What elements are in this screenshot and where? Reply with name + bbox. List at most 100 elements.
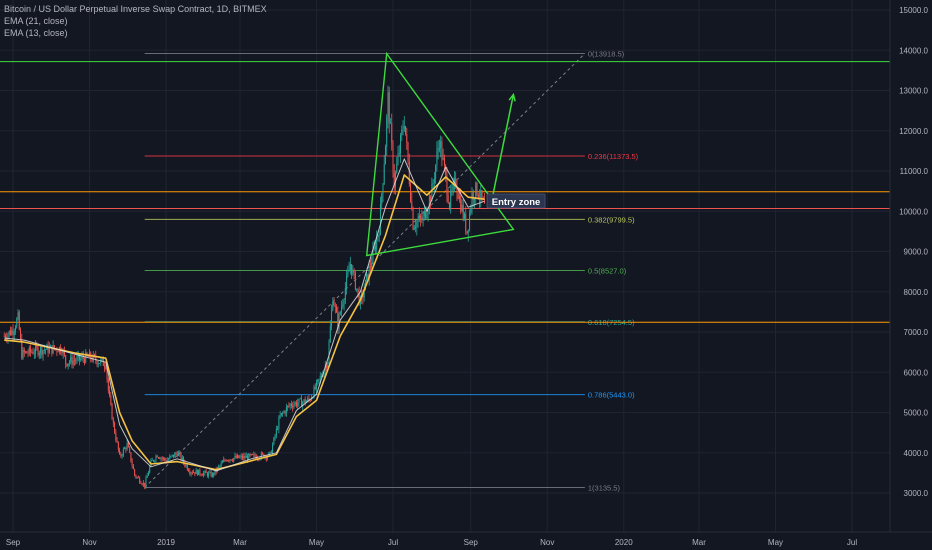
candle-body	[460, 196, 462, 212]
candle-body	[252, 454, 254, 455]
candle-body	[351, 264, 353, 275]
candle-body	[248, 453, 250, 460]
candle-body	[393, 172, 395, 188]
candle-body	[56, 348, 58, 352]
candle-body	[382, 183, 384, 195]
fib-level-label: 0(13918.5)	[588, 50, 625, 59]
candle-body	[225, 460, 227, 462]
candle-body	[36, 345, 38, 348]
candle-body	[67, 363, 69, 367]
candle-body	[185, 464, 187, 466]
fib-trend-line[interactable]	[144, 53, 586, 488]
candle-body	[277, 428, 279, 430]
candle-body	[427, 209, 429, 215]
candle-body	[25, 351, 27, 353]
candle-body	[308, 398, 310, 401]
candle-body	[48, 347, 50, 353]
candle-body	[32, 351, 34, 354]
candle-body	[223, 459, 225, 463]
candle-body	[477, 194, 479, 199]
time-axis[interactable]: Sep Nov 2019 Mar May Jul Sep Nov 2020 Mar May Jul	[0, 531, 932, 547]
indicator-ema13[interactable]: EMA (13, close)	[4, 28, 68, 38]
candle-body	[129, 447, 131, 453]
candle-body	[480, 190, 482, 199]
ema13-line	[4, 158, 485, 472]
candle-body	[297, 403, 299, 406]
candle-body	[96, 360, 98, 365]
candle-body	[141, 483, 143, 485]
candle-body	[347, 271, 349, 276]
fib-level-label: 1(3135.5)	[588, 484, 621, 493]
candle-body	[35, 345, 37, 354]
candle-body	[374, 246, 376, 250]
candle-body	[101, 358, 103, 360]
candle-body	[383, 164, 385, 184]
candle-body	[314, 386, 316, 389]
candle-body	[183, 457, 185, 463]
candle-body	[377, 235, 379, 238]
candle-body	[447, 195, 449, 203]
candle-body	[303, 399, 305, 403]
price-tick-label: 4000.0	[904, 449, 929, 458]
candle-body	[21, 339, 23, 359]
candle-body	[294, 402, 296, 405]
candle-body	[134, 469, 136, 476]
candle-body	[208, 472, 210, 477]
candle-body	[366, 273, 368, 280]
time-tick-label: May	[768, 538, 783, 547]
candle-body	[81, 356, 83, 359]
candle-body	[373, 246, 375, 250]
candle-body	[262, 453, 264, 454]
candle-body	[219, 465, 221, 467]
breakout-arrow-line[interactable]	[491, 94, 515, 200]
candle-body	[151, 460, 153, 461]
horizontal-lines[interactable]: 13716.510484.510068.57243.0	[0, 56, 932, 328]
drawing-tools[interactable]: Entry zone	[365, 51, 546, 257]
candle-body	[200, 474, 202, 476]
candle-body	[68, 361, 70, 364]
candle-body	[445, 165, 447, 175]
candle-body	[332, 301, 334, 311]
candle-body	[171, 454, 173, 456]
triangle-pattern[interactable]	[365, 51, 515, 257]
candle-body	[389, 123, 391, 124]
candle-body	[310, 397, 312, 401]
candle-body	[381, 194, 383, 204]
candle-body	[16, 318, 18, 328]
candle-body	[356, 288, 358, 290]
candle-body	[236, 455, 238, 458]
candle-body	[342, 304, 344, 307]
candle-body	[438, 147, 440, 149]
time-tick-label: May	[309, 538, 324, 547]
candle-body	[353, 269, 355, 273]
candle-body	[157, 457, 159, 459]
candle-body	[191, 472, 193, 474]
candle-body	[53, 345, 55, 349]
price-axis[interactable]: 3000.0 4000.0 5000.0 6000.0 7000.0 8000.0 9000…	[889, 0, 932, 550]
indicator-ema21[interactable]: EMA (21, close)	[4, 16, 68, 26]
candle-body	[38, 352, 40, 356]
candle-body	[82, 356, 84, 359]
candle-body	[278, 417, 280, 430]
candle-body	[201, 475, 203, 476]
candle-body	[466, 231, 468, 234]
entry-zone-box[interactable]	[486, 193, 546, 209]
candle-body	[299, 398, 301, 400]
time-tick-label: Jul	[847, 538, 857, 547]
candle-body	[27, 353, 29, 355]
candle-body	[475, 182, 477, 200]
candle-body	[371, 263, 373, 268]
candle-body	[455, 178, 457, 187]
candle-body	[70, 356, 72, 362]
candle-body	[400, 135, 402, 154]
candle-body	[346, 275, 348, 289]
candle-body	[417, 219, 419, 222]
candle-body	[77, 354, 79, 357]
candle-body	[188, 469, 190, 472]
candle-body	[126, 442, 128, 450]
ema21-line	[4, 174, 485, 471]
candle-body	[423, 211, 425, 217]
candle-body	[178, 453, 180, 456]
candle-body	[451, 190, 453, 191]
